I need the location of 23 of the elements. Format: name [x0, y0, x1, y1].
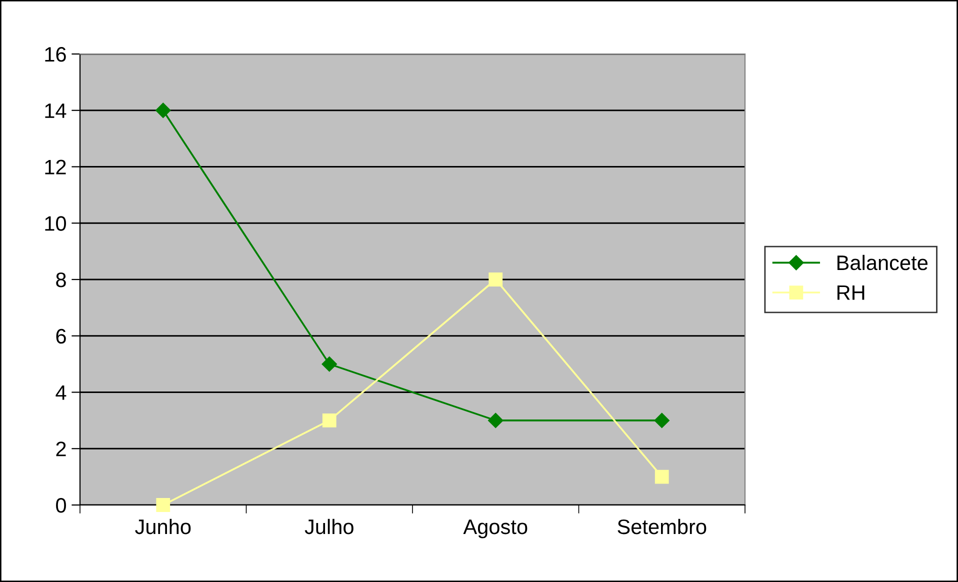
- legend-label: Balancete: [837, 254, 928, 270]
- y-tick-label: 10: [45, 216, 66, 231]
- point: [488, 272, 503, 286]
- y-tick-label: 12: [45, 160, 66, 174]
- x-tick-label: Setembro: [618, 518, 706, 534]
- y-tick-label: 8: [56, 272, 66, 288]
- point: [322, 356, 337, 372]
- y-tick-label: 14: [45, 104, 66, 118]
- point: [156, 498, 170, 512]
- x-tick-label: Agosto: [463, 520, 528, 538]
- point: [322, 413, 336, 428]
- point: [654, 470, 669, 484]
- y-tick-label: 16: [45, 47, 66, 62]
- legend-label: RH: [837, 285, 864, 300]
- y-tick-label: 2: [56, 442, 66, 456]
- y-tick-label: 4: [56, 385, 66, 400]
- point: [654, 412, 670, 428]
- point: [156, 102, 171, 118]
- x-tick-label: Julho: [304, 518, 354, 534]
- point: [488, 412, 504, 428]
- y-tick-label: 6: [56, 328, 66, 344]
- y-tick-label: 0: [56, 498, 66, 513]
- x-tick-label: Junho: [135, 518, 191, 534]
